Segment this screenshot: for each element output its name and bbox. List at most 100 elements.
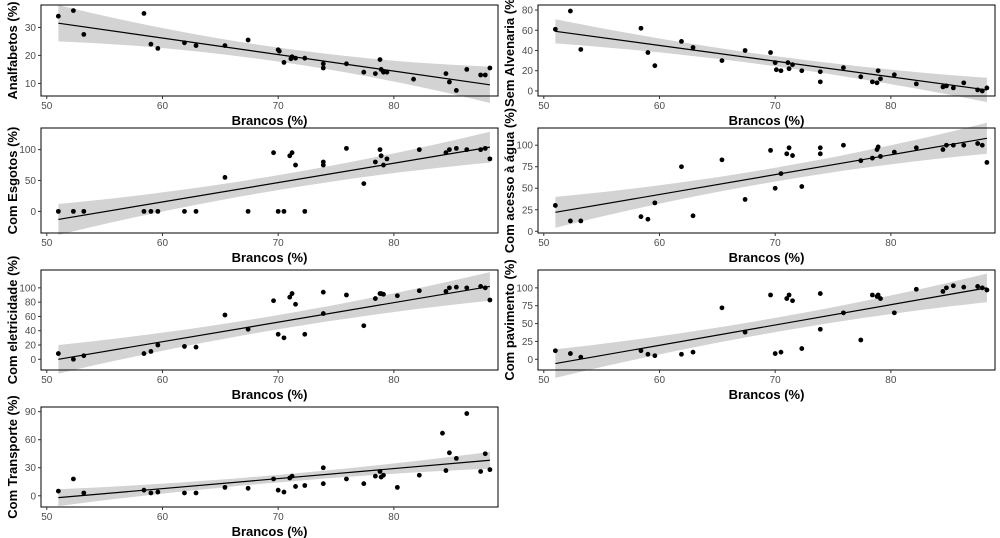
data-point xyxy=(979,285,985,291)
data-point xyxy=(679,164,684,170)
data-point xyxy=(447,147,452,153)
data-point xyxy=(70,208,76,214)
data-point xyxy=(944,83,949,89)
data-point xyxy=(482,72,488,78)
x-axis-label: Brancos (%) xyxy=(729,113,805,128)
data-point xyxy=(638,214,644,220)
data-point xyxy=(416,472,422,478)
panel-1: 50 60 70 80 10 20 30 Brancos (%) Analfabetos (%) xyxy=(5,1,499,128)
data-point xyxy=(271,150,276,156)
x-axis-label: Brancos (%) xyxy=(232,387,308,402)
data-point xyxy=(790,62,795,68)
data-point xyxy=(148,349,154,354)
data-point xyxy=(372,71,378,76)
data-point xyxy=(55,488,61,494)
data-point xyxy=(320,289,326,295)
x-tick-label: 70 xyxy=(273,512,285,523)
data-point xyxy=(482,145,488,151)
data-point xyxy=(55,351,61,356)
data-point xyxy=(742,329,748,335)
data-point xyxy=(790,153,795,158)
data-point xyxy=(875,144,881,150)
y-axis-label: Com Transporte (%) xyxy=(5,395,20,519)
y-axis-label: Com eletricidade (%) xyxy=(5,256,20,385)
data-point xyxy=(690,213,696,219)
data-point xyxy=(443,150,449,156)
data-point xyxy=(281,208,287,214)
x-tick-label: 80 xyxy=(885,375,897,386)
data-point xyxy=(447,285,452,291)
data-point xyxy=(464,411,470,416)
regression-line xyxy=(555,30,987,91)
data-point xyxy=(141,487,147,493)
y-tick-label: 0 xyxy=(30,491,36,502)
data-point xyxy=(778,68,784,74)
data-point xyxy=(984,160,990,165)
panel-border xyxy=(537,127,996,234)
data-point xyxy=(487,156,493,162)
panel-border xyxy=(40,406,499,508)
data-point xyxy=(841,65,846,71)
y-axis-label: Com pavimento (%) xyxy=(502,259,517,380)
data-point xyxy=(772,351,778,356)
y-axis-label: Com acesso à água (%) xyxy=(502,108,517,253)
data-point xyxy=(372,473,378,479)
data-point xyxy=(377,147,383,153)
data-point xyxy=(638,348,644,354)
data-point xyxy=(182,344,187,349)
y-tick-label: 80 xyxy=(25,298,37,309)
x-axis-label: Brancos (%) xyxy=(729,387,805,402)
x-axis-label: Brancos (%) xyxy=(729,250,805,265)
data-point xyxy=(453,284,459,290)
data-point xyxy=(372,296,378,301)
data-point xyxy=(961,80,967,86)
data-point xyxy=(155,208,161,214)
data-point xyxy=(193,208,199,214)
data-point xyxy=(891,72,897,78)
y-axis-label: Analfabetos (%) xyxy=(5,1,20,99)
data-point xyxy=(652,200,658,206)
data-point xyxy=(293,484,298,489)
data-point xyxy=(944,142,949,148)
data-point xyxy=(302,55,308,61)
data-point xyxy=(193,43,199,48)
data-point xyxy=(245,208,251,214)
data-point xyxy=(222,484,228,490)
data-point xyxy=(487,65,493,71)
data-point xyxy=(652,353,658,359)
data-point xyxy=(567,218,573,224)
panel-border xyxy=(537,269,996,371)
data-point xyxy=(773,67,779,73)
data-point xyxy=(148,490,154,496)
data-point xyxy=(344,292,349,298)
data-point xyxy=(786,292,792,298)
data-point xyxy=(878,76,883,82)
y-axis-label: Com Esgotos (%) xyxy=(5,127,20,235)
data-point xyxy=(70,476,76,482)
data-point xyxy=(55,208,61,214)
data-point xyxy=(975,141,981,146)
y-tick-label: 0 xyxy=(527,86,533,97)
data-point xyxy=(975,87,981,93)
data-point xyxy=(679,39,684,44)
data-point xyxy=(878,154,883,159)
data-point xyxy=(320,65,326,71)
data-point xyxy=(453,145,459,151)
data-point xyxy=(381,472,386,478)
y-tick-label: 20 xyxy=(25,341,37,352)
y-axis-label: Sem Alvenaria (%) xyxy=(502,0,517,107)
data-point xyxy=(719,157,725,163)
x-tick-label: 60 xyxy=(157,101,169,112)
data-point xyxy=(148,41,154,47)
x-tick-label: 50 xyxy=(41,101,53,112)
data-point xyxy=(381,291,386,297)
panel-5: 50 60 70 80 0 20 40 60 80 100 Brancos (%) Com eletr… xyxy=(5,256,499,402)
data-point xyxy=(482,285,488,291)
data-point xyxy=(302,331,308,337)
data-point xyxy=(320,481,326,487)
data-point xyxy=(394,484,400,490)
data-point xyxy=(440,430,445,436)
data-point xyxy=(361,323,367,329)
panel-3: 50 60 70 80 0 50 100 Brancos (%) Com Esgotos (%) xyxy=(5,127,499,265)
data-point xyxy=(875,292,881,298)
